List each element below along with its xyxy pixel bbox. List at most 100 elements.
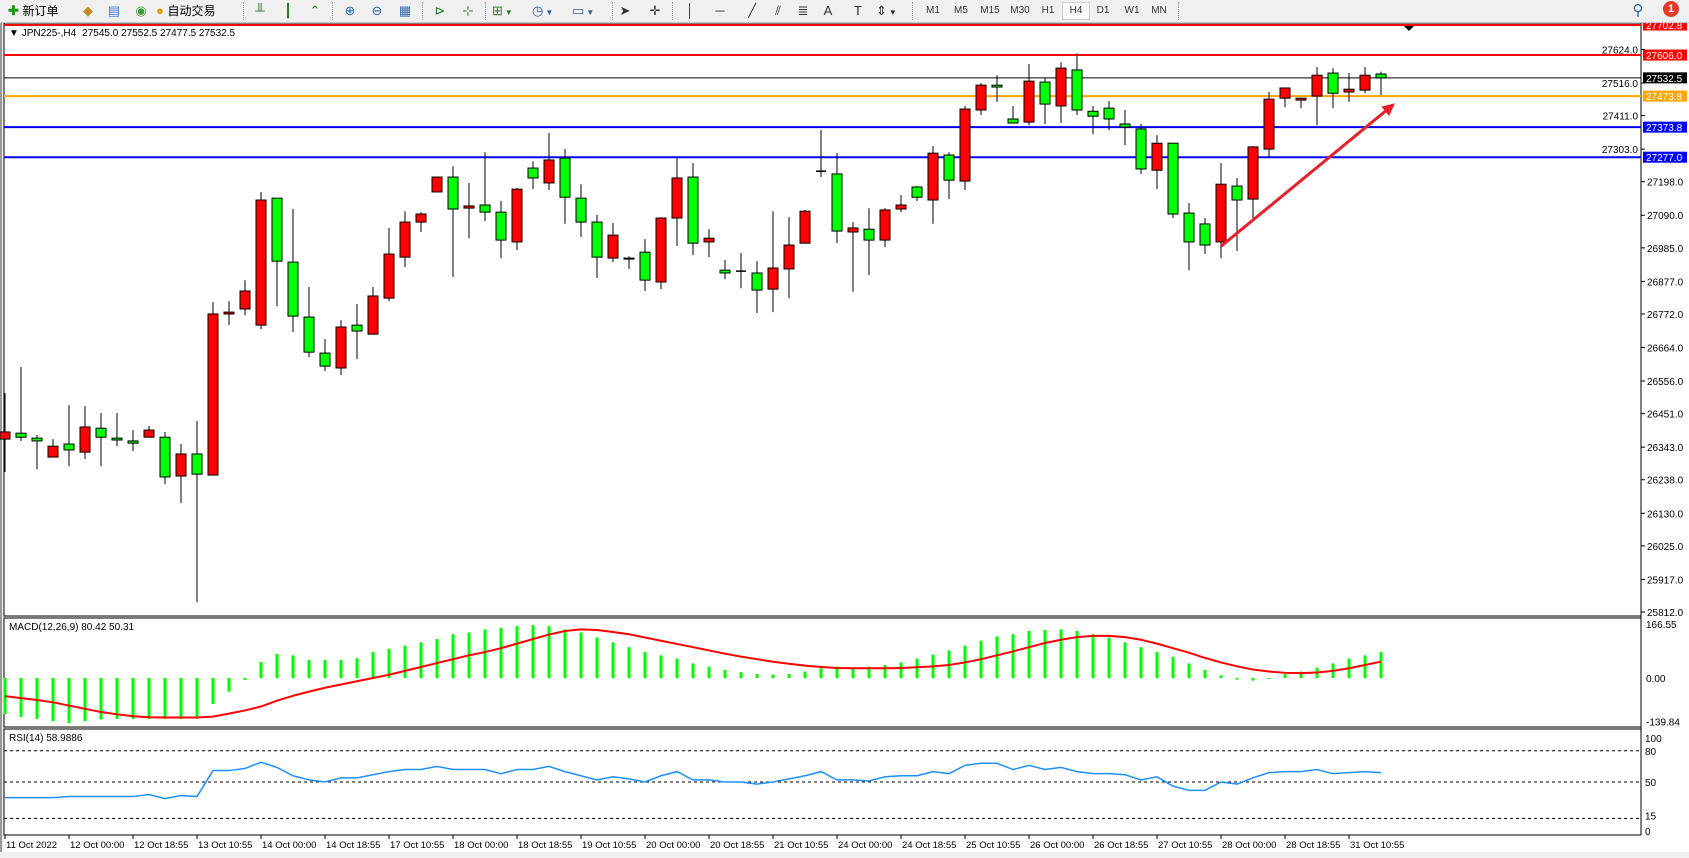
timeframe-mn[interactable]: MN: [1151, 5, 1167, 16]
candle-body: [15, 432, 27, 438]
candle: [431, 176, 443, 193]
timeframe-m1[interactable]: M1: [926, 5, 940, 16]
price-tick-label: 27411.0: [1603, 112, 1639, 123]
periods-dropdown[interactable]: ◷ ▼: [532, 2, 553, 20]
macd-histogram-bar: [355, 658, 359, 678]
crosshair-icon[interactable]: ✛: [649, 3, 661, 18]
fibonacci-icon[interactable]: ≣: [797, 3, 809, 18]
candle: [1231, 177, 1243, 251]
candle-body: [991, 84, 1003, 88]
candle-body: [1119, 123, 1131, 128]
candle-body: [447, 176, 459, 210]
candle: [303, 286, 315, 358]
price-tick-label: 26343.0: [1647, 443, 1684, 454]
template-icon: ▭: [572, 3, 585, 18]
macd-histogram-bar: [483, 629, 487, 678]
autoscroll-icon[interactable]: ⊳: [434, 3, 446, 18]
macd-histogram-bar: [1155, 652, 1159, 678]
market-watch-icon[interactable]: ◆: [83, 3, 93, 18]
macd-histogram-bar: [387, 648, 391, 678]
candle: [1135, 123, 1147, 174]
chart-shift-marker-icon[interactable]: [1404, 26, 1414, 31]
candle: [463, 182, 475, 239]
new-order-icon: ✚: [8, 3, 19, 18]
macd-histogram-bar: [675, 658, 679, 678]
bar-chart-icon[interactable]: ╨: [255, 3, 265, 18]
candle-body: [799, 210, 811, 244]
line-chart-icon[interactable]: ⌃: [309, 3, 321, 18]
candle: [816, 130, 826, 178]
candle-body: [143, 429, 155, 438]
candlestick-chart-icon[interactable]: ┃: [284, 3, 292, 18]
price-tick-label: 26238.0: [1647, 476, 1684, 487]
candle: [1103, 100, 1115, 131]
zoom-in-icon[interactable]: ⊕: [344, 3, 356, 18]
auto-trading-button[interactable]: ● 自动交易: [156, 2, 216, 20]
horizontal-line-icon[interactable]: ─: [715, 3, 725, 18]
candle: [607, 223, 619, 263]
macd-histogram-bar: [371, 652, 375, 678]
price-tick-label: 27516.0: [1602, 79, 1639, 90]
candle: [15, 367, 27, 441]
equidistant-channel-icon[interactable]: ⫽: [775, 3, 781, 18]
candle: [559, 149, 571, 224]
macd-histogram-bar: [1075, 630, 1079, 678]
tile-windows-icon[interactable]: ▦: [398, 3, 412, 18]
trendline-icon[interactable]: ╱: [748, 3, 756, 18]
time-label: 17 Oct 10:55: [390, 840, 444, 851]
dropdown-arrow-icon: ▼: [504, 8, 513, 17]
search-icon[interactable]: ⚲: [1632, 2, 1644, 19]
macd-histogram-bar: [1171, 656, 1175, 678]
text-label-icon[interactable]: T: [854, 3, 862, 18]
timeframe-m30[interactable]: M30: [1010, 5, 1030, 16]
timeframe-h1[interactable]: H1: [1041, 5, 1055, 16]
vertical-line-icon[interactable]: │: [685, 3, 695, 18]
macd-histogram-bar: [99, 678, 103, 720]
navigator-icon[interactable]: ◉: [135, 3, 147, 18]
candle: [47, 439, 59, 458]
new-order-button[interactable]: ✚ 新订单: [8, 2, 59, 20]
candle-body: [1151, 142, 1163, 171]
shapes-dropdown[interactable]: ⇕ ▼: [876, 2, 897, 20]
data-window-icon[interactable]: ▤: [107, 3, 121, 18]
candle-body: [1071, 69, 1083, 111]
candle: [911, 186, 923, 201]
time-label: 18 Oct 00:00: [454, 840, 508, 851]
candle: [1247, 146, 1259, 219]
candle: [1087, 105, 1099, 135]
timeframe-w1[interactable]: W1: [1124, 5, 1140, 16]
indicators-dropdown[interactable]: ⊞ ▼: [492, 2, 513, 20]
candle-body: [1279, 87, 1291, 99]
macd-histogram-bar: [1203, 669, 1207, 678]
candle: [95, 413, 107, 467]
timeframe-d1[interactable]: D1: [1096, 5, 1110, 16]
dropdown-arrow-icon: ▼: [586, 8, 595, 17]
macd-histogram-bar: [243, 678, 247, 680]
macd-histogram-bar: [1379, 651, 1383, 678]
zoom-out-icon[interactable]: ⊖: [371, 3, 383, 18]
trend-arrow[interactable]: [1220, 103, 1395, 248]
price-tag: [1643, 151, 1687, 163]
price-tag-label: 27373.8: [1646, 123, 1683, 134]
chart-shift-icon[interactable]: ⊹: [462, 3, 474, 18]
timeframe-m5[interactable]: M5: [954, 5, 968, 16]
candle-body: [1263, 98, 1275, 150]
macd-histogram-bar: [403, 645, 407, 678]
candle: [31, 435, 43, 470]
cursor-icon[interactable]: ➤: [619, 3, 631, 18]
macd-histogram-bar: [67, 678, 71, 724]
timeframe-m15[interactable]: M15: [980, 5, 1000, 16]
rsi-tick-label: 80: [1645, 747, 1657, 758]
templates-dropdown[interactable]: ▭ ▼: [572, 2, 594, 20]
candle-body: [1199, 223, 1211, 246]
timeframe-h4[interactable]: H4: [1062, 2, 1090, 20]
candle: [383, 227, 395, 302]
notification-badge[interactable]: 1: [1663, 1, 1679, 17]
chart-ohlc-readout: 27545.0 27552.5 27477.5 27532.5: [82, 28, 235, 39]
macd-histogram-bar: [259, 662, 263, 678]
price-tick-label: 27303.0: [1602, 145, 1639, 156]
text-icon[interactable]: A: [823, 3, 833, 18]
macd-histogram-bar: [323, 659, 327, 678]
macd-histogram-bar: [1139, 647, 1143, 678]
